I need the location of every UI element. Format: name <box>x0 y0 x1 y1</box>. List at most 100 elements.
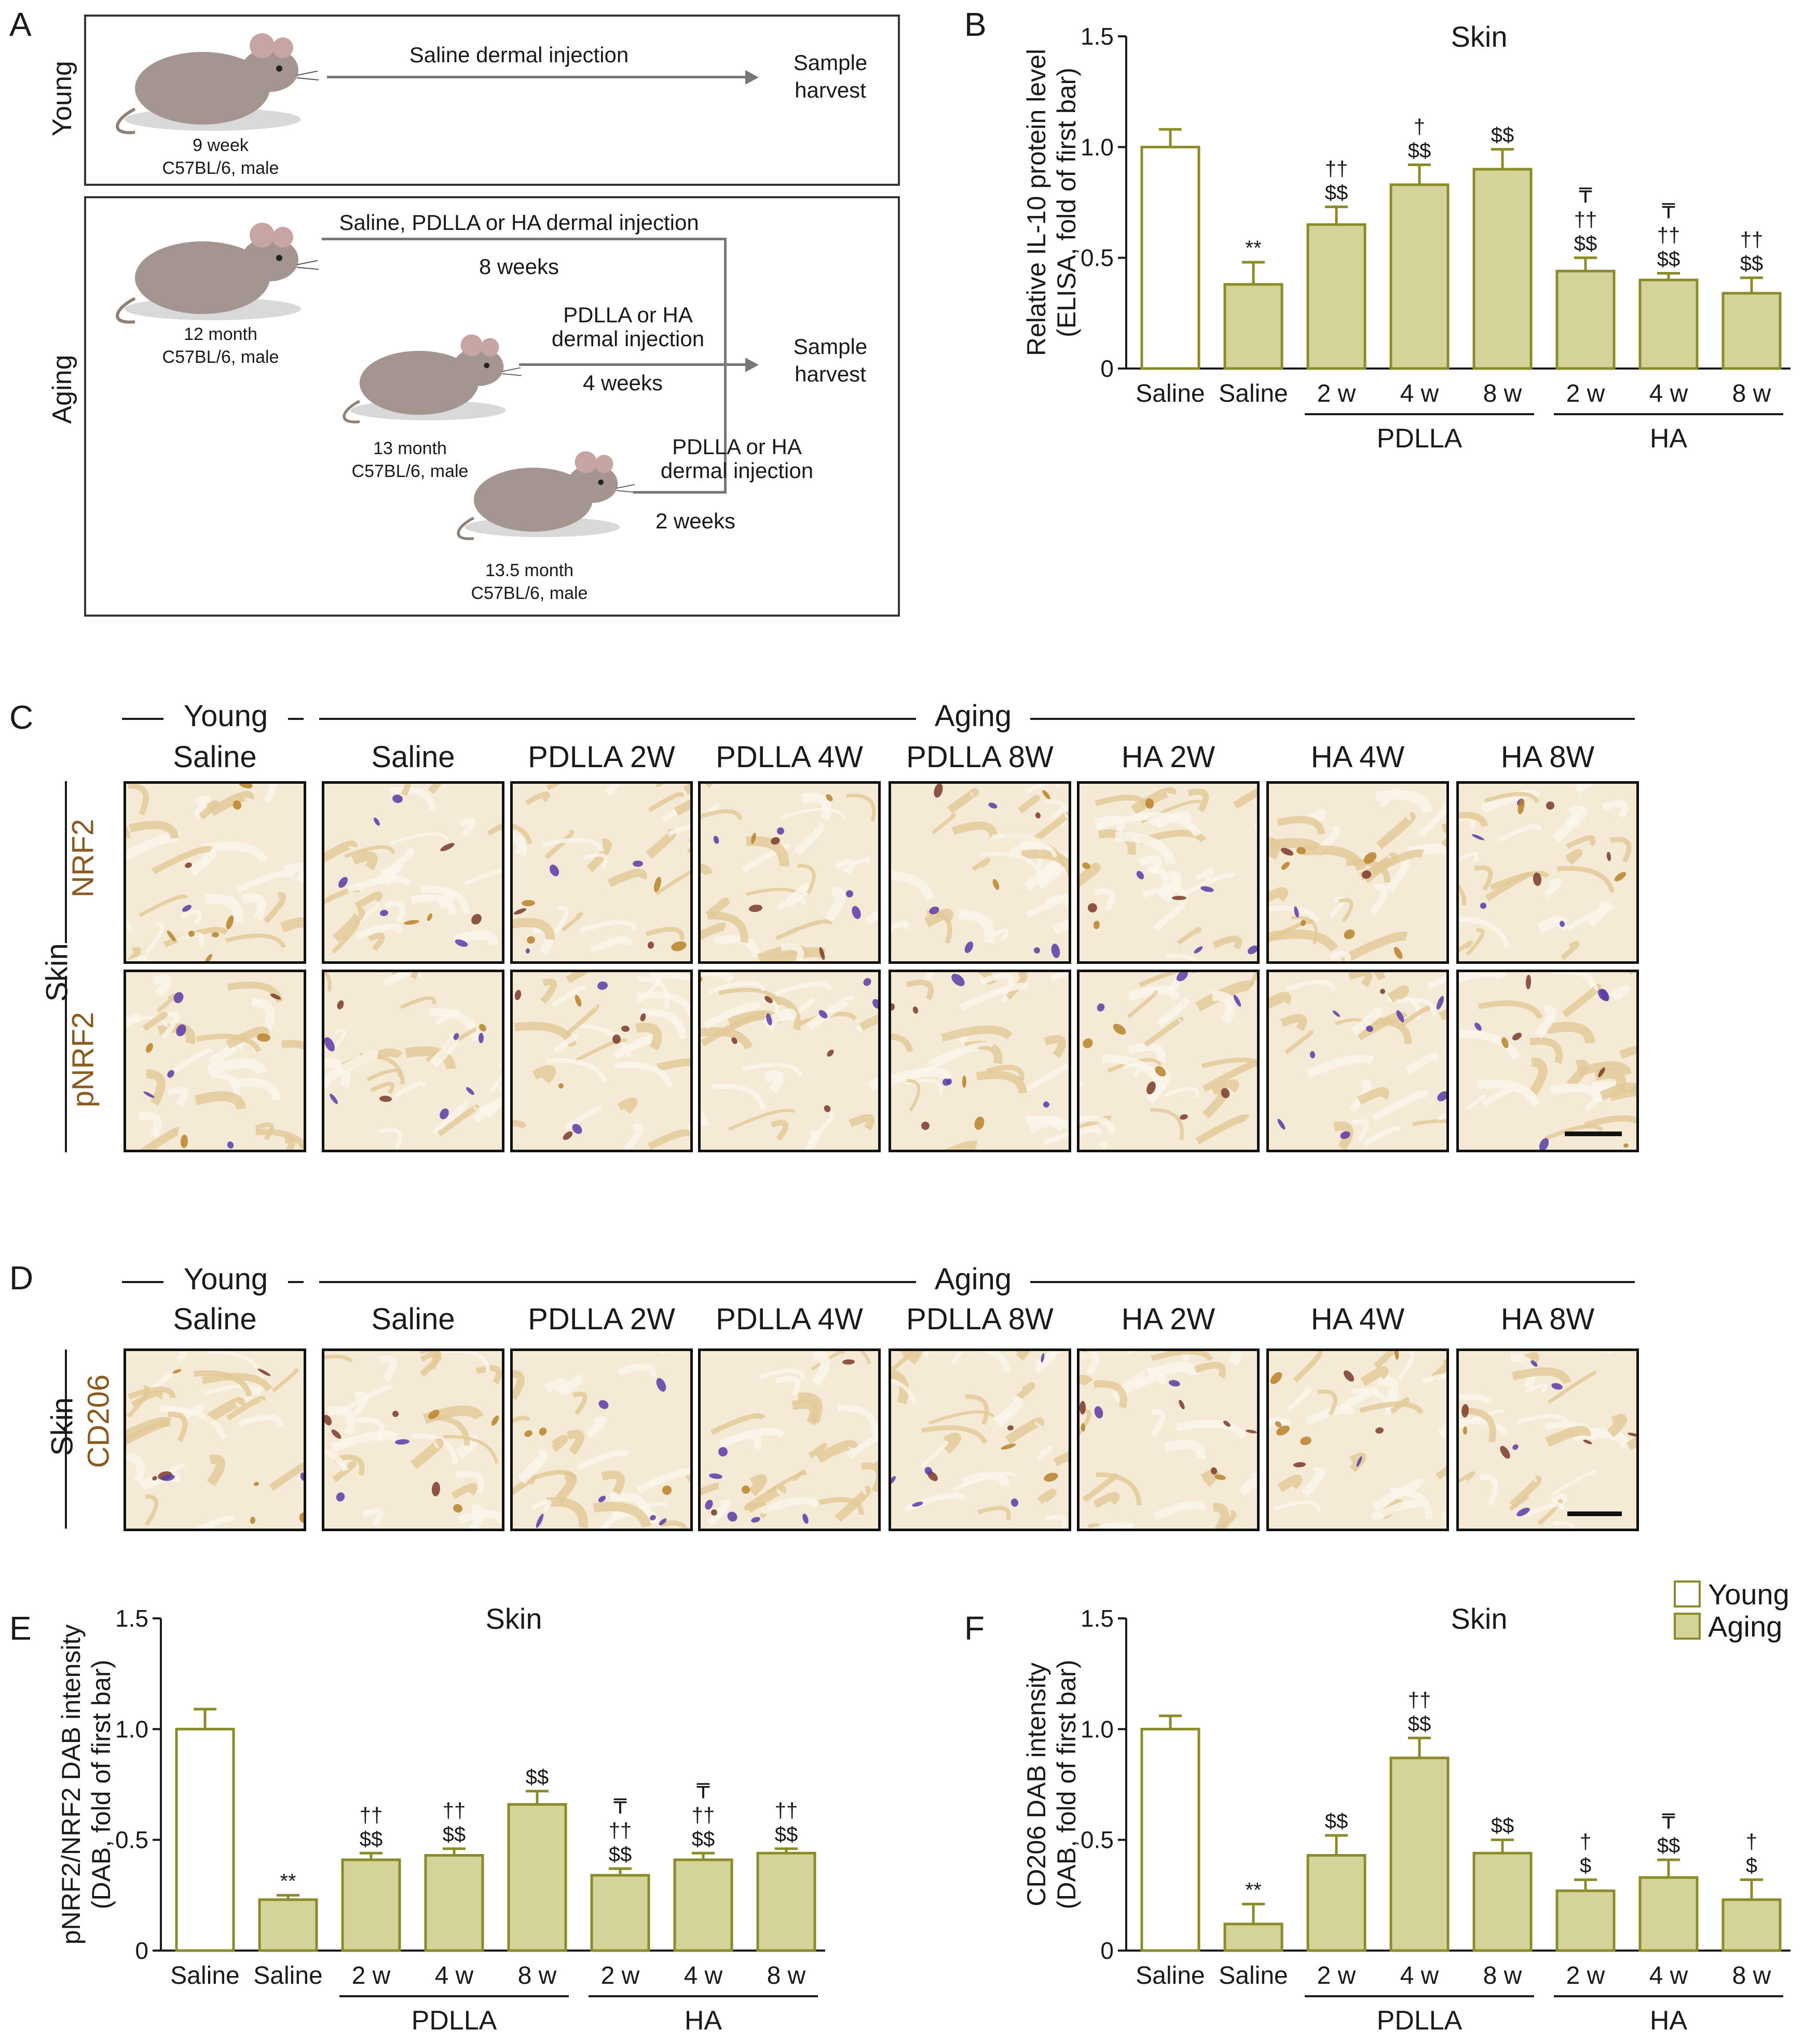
c-micrograph-r1-c1 <box>124 781 306 964</box>
aging-header-line-right-d <box>1030 1281 1635 1283</box>
panel-letter-b: B <box>964 6 987 43</box>
c-column-header-6: HA 2W <box>1121 740 1215 774</box>
bar-1 <box>1140 145 1200 370</box>
aging-weeks-2: 4 weeks <box>582 371 663 395</box>
d-column-header-6: HA 2W <box>1121 1302 1215 1336</box>
y-axis-label-line: (DAB, fold of first bar) <box>87 1660 116 1910</box>
chart-title: Skin <box>1451 20 1508 53</box>
y-axis-label: CD206 DAB intensity(DAB, fold of first b… <box>1022 1660 1081 1910</box>
bar-8 <box>1721 292 1782 370</box>
aging-arrow-3-label: PDLLA or HA dermal injection <box>660 434 814 483</box>
row-label-skin-c: Skin <box>40 943 74 1002</box>
annotation-6-3: $$ <box>609 1843 632 1866</box>
d-column-header-1: Saline <box>173 1302 257 1336</box>
aging-header-line-left-d <box>319 1281 916 1283</box>
y-tick-label: 0 <box>135 1937 148 1964</box>
legend-label-young: Young <box>1708 1577 1789 1611</box>
d-micrograph-r1-c8 <box>1456 1348 1639 1531</box>
young-mouse-age: 9 week <box>193 135 249 155</box>
aging-mouse-1-strain: C57BL/6, male <box>162 347 279 367</box>
legend-item-young: Young <box>1674 1577 1789 1611</box>
annotation-7-3: $$ <box>692 1828 715 1850</box>
annotation-2-1: ** <box>280 1870 296 1892</box>
category-label-8: 8 w <box>1732 380 1771 407</box>
aging-mouse-3-age: 13.5 month <box>485 561 574 580</box>
c-column-header-4: PDLLA 4W <box>716 740 863 774</box>
d-micrograph-r1-c6 <box>1077 1348 1260 1531</box>
panel-letter-f: F <box>964 1610 985 1647</box>
row-bracket-nrf2 <box>65 781 67 943</box>
y-tick-label: 0 <box>1100 1937 1114 1964</box>
annotation-4-2: $$ <box>1408 1712 1431 1735</box>
young-arrow-label: Saline dermal injection <box>409 43 629 67</box>
bar-8 <box>756 1851 816 1952</box>
y-axis-label-line: CD206 DAB intensity <box>1022 1663 1051 1906</box>
category-label-1: Saline <box>1136 1962 1205 1990</box>
row-label-nrf2: NRF2 <box>66 819 100 898</box>
bar-6 <box>1555 269 1616 370</box>
d-micrograph-r1-c2 <box>322 1348 504 1531</box>
category-label-5: 8 w <box>518 1962 557 1990</box>
y-tick-label: 1.5 <box>115 1605 148 1632</box>
bar-2 <box>258 1898 318 1952</box>
row-label-pnrf2: pNRF2 <box>66 1012 100 1108</box>
c-micrograph-r2-c3 <box>510 970 693 1152</box>
category-label-2: Saline <box>1219 380 1288 407</box>
category-label-6: 2 w <box>1566 1962 1605 1990</box>
row-label-cd206: CD206 <box>81 1374 116 1468</box>
annotation-6-3: $$ <box>1574 233 1597 255</box>
y-tick-label: 1.0 <box>115 1715 148 1742</box>
bar-3 <box>341 1858 401 1952</box>
annotation-7-1: ₸ <box>1662 1810 1675 1833</box>
annotation-8-2: $$ <box>1740 252 1764 275</box>
legend-swatch-young <box>1674 1580 1701 1607</box>
chart-f-cd206: 0 0.5 1.0 1.5 CD206 DAB intensity(DAB, fold … <box>1022 1602 1791 2036</box>
aging-mouse-2-strain: C57BL/6, male <box>351 461 469 482</box>
y-tick-label: 0 <box>1100 355 1114 382</box>
category-label-4: 4 w <box>1400 1962 1439 1990</box>
c-column-header-3: PDLLA 2W <box>528 740 675 774</box>
annotation-8-2: $$ <box>775 1823 798 1846</box>
young-header-d: Young <box>183 1262 268 1296</box>
d-column-header-3: PDLLA 2W <box>528 1302 675 1336</box>
c-micrograph-r1-c4 <box>698 781 881 964</box>
young-arrow-line <box>327 76 746 78</box>
legend: Young Aging <box>1674 1577 1789 1643</box>
legend-swatch-aging <box>1674 1613 1701 1640</box>
annotation-7-2: †† <box>692 1804 715 1827</box>
bar-6 <box>590 1874 650 1952</box>
aging-header-d: Aging <box>934 1262 1012 1296</box>
annotation-7-3: $$ <box>1657 248 1680 271</box>
aging-box <box>84 196 900 617</box>
bar-2 <box>1223 283 1283 370</box>
category-label-1: Saline <box>1136 380 1205 407</box>
panel-letter-c: C <box>9 699 34 736</box>
bar-5 <box>507 1803 567 1952</box>
young-header-line-right-d <box>288 1281 304 1283</box>
bar-7 <box>1638 1876 1699 1952</box>
c-micrograph-r1-c6 <box>1077 781 1260 964</box>
c-micrograph-r1-c8 <box>1456 781 1639 964</box>
aging-arrow-2-line <box>519 363 746 366</box>
c-column-header-5: PDLLA 8W <box>906 740 1054 774</box>
d-micrograph-r1-c5 <box>889 1348 1071 1531</box>
row-bracket-cd206 <box>65 1350 67 1529</box>
group-label-2: HA <box>1650 2006 1688 2036</box>
annotation-2-1: ** <box>1245 1878 1261 1901</box>
sample-harvest-young: Sample harvest <box>793 50 868 102</box>
aging-header-c: Aging <box>934 699 1012 733</box>
annotation-8-2: $ <box>1746 1854 1757 1877</box>
category-label-3: 2 w <box>352 1962 391 1990</box>
annotation-5-1: $$ <box>1491 1815 1514 1837</box>
annotation-8-1: †† <box>1740 228 1764 251</box>
d-column-header-8: HA 8W <box>1500 1302 1595 1336</box>
c-micrograph-r2-c4 <box>698 970 881 1152</box>
d-micrograph-r1-c1 <box>124 1348 306 1531</box>
group-label-1: PDLLA <box>1377 2006 1463 2036</box>
annotation-4-2: $$ <box>1408 139 1431 162</box>
annotation-3-1: †† <box>360 1804 383 1827</box>
annotation-8-1: †† <box>775 1800 798 1822</box>
aging-weeks-1: 8 weeks <box>479 254 559 279</box>
